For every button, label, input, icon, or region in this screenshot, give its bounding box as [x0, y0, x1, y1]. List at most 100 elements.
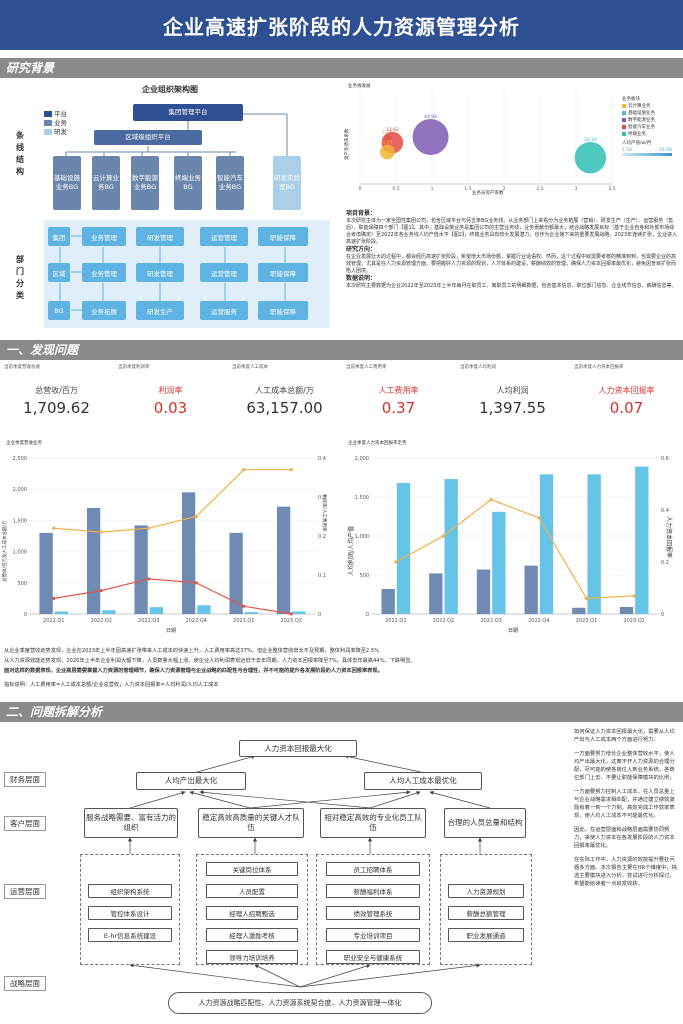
ops-leadership: 领导力培训培养: [206, 950, 298, 964]
kpi-title: 当前季度利润率: [118, 365, 150, 370]
kpi-value: 0.37: [381, 399, 416, 417]
roi-y2-tick: 0: [661, 612, 664, 618]
revenue-line-1: [53, 578, 292, 615]
dept-g-business: 业务管理: [82, 227, 126, 246]
roi-chart-panel: 企业季度人力资本回报率走势 0 500 1,000 1,500 2,000 0 0.2 0.4…: [342, 436, 683, 636]
roi-y2-tick: 0.6: [661, 456, 669, 462]
ops-manager-recruit: 经理人招聘甄选: [206, 906, 298, 920]
customer-org: 服务战略需要、富有活力的组织: [84, 808, 178, 838]
dept-level-group: 集团: [48, 227, 70, 246]
bubble-x-tick: 2: [503, 186, 506, 192]
kpi-label: 人均利润: [496, 386, 529, 395]
customer-headcount: 合理的人员总量和结构: [444, 808, 526, 838]
bubble-x-tick: 1.5: [464, 186, 471, 192]
ops-salary-total: 薪酬总额管理: [448, 906, 524, 920]
bubble-point-label: 33.14: [584, 137, 597, 143]
bubble-x-tick: 0.5: [392, 186, 399, 192]
research-dir-text: 在企业发展壮大的过程中，都会经历高速扩张阶段，希望增大市场份额，掌握行业话语权。…: [346, 254, 677, 274]
dept-level-bg: BG: [48, 301, 70, 320]
revenue-line-point: [194, 514, 198, 519]
layer-finance: 财务层面: [4, 772, 46, 787]
findings-formula: 指标说明：人工费用率=人工成本总额/企业总营收；人力资本回报率=人均利润/人均人…: [4, 682, 219, 688]
kpi-title: 当前季度营收总收: [4, 365, 40, 370]
dept-r-business: 业务管理: [82, 263, 126, 282]
roi-line-point: [394, 560, 398, 564]
bubble-x-tick: 2.5: [536, 186, 543, 192]
goal-hc-roi: 人力资本回报最大化: [239, 740, 357, 757]
dept-g-ops: 运营管理: [200, 227, 248, 246]
revenue-bar-0-0: [39, 532, 53, 614]
page-title: 企业高速扩张阶段的人力资源管理分析: [163, 14, 520, 39]
bubble-legend-4: 终端业务: [628, 132, 646, 137]
layer-operation: 运营层面: [4, 884, 46, 899]
kpi-value: 1,397.55: [479, 399, 546, 417]
finance-output: 人均产出最大化: [136, 772, 246, 790]
ops-hr-planning: 人力资源规划: [448, 884, 524, 898]
kpi-label: 总营收/百万: [35, 386, 78, 395]
roi-bar-1-3: [539, 474, 554, 614]
kpi-card-labor-cost: 当前季度人工成本 人工成本总额/万 63,157.00: [228, 359, 341, 429]
revenue-line-point: [99, 589, 103, 593]
roi-y-tick: 2,000: [355, 456, 369, 462]
dept-level-region: 区域: [48, 263, 70, 282]
findings-line-1: 从企业季度营收走势发现，企业在2023年上半年因高速扩张带来人工成本的快速上升，…: [4, 648, 380, 654]
research-bg-title: 项目背景：: [346, 210, 377, 217]
revenue-y-tick: 1,500: [13, 518, 27, 524]
bubble-chart-panel: 业务线发展 0 0.5 1 1.5 2 2.5 3 3.5 1.16 44.98 13.62 5.09…: [342, 80, 680, 205]
revenue-line-point: [289, 612, 293, 616]
kpi-card-profit: 当前季度利润率 利润率 0.03: [114, 359, 227, 429]
revenue-bar-1-0: [54, 611, 69, 614]
revenue-line-0: [53, 469, 292, 533]
revenue-bar-0-4: [229, 532, 243, 614]
revenue-y-tick: 0: [24, 612, 27, 618]
roi-ylabel: 人均利润/人均产值: [348, 525, 355, 576]
ops-staffing: 人员配置: [206, 884, 298, 898]
bubble-legend-swatch-1: [622, 110, 626, 115]
side-text-5: 在实际工作中，人力资源的效能提升要社问题多方面、本次报告主要在HR个维度中，挑选…: [574, 857, 678, 887]
bubble-point-4: [574, 141, 607, 174]
org-bu-terminal: 终端业务BG: [174, 156, 202, 210]
kpi-card-hc-roi: 当前季度人力资本回报率 人力资本回报率 0.07: [570, 359, 683, 429]
roi-bar-1-4: [587, 474, 601, 614]
kpi-label: 利润率: [158, 386, 183, 395]
roi-bar-1-2: [492, 511, 506, 614]
ops-group-1: [80, 854, 180, 965]
revenue-bar-0-2: [134, 525, 148, 614]
roi-y-tick: 500: [359, 573, 369, 579]
bubble-point-3: [379, 144, 395, 160]
ops-training: 专业培训项目: [326, 928, 420, 942]
bubble-legend: 业务板块 云计算业务 基础设施业务 数字能源业务 智能汽车业务 终端业务 人均产…: [622, 96, 672, 157]
roi-line-0: [395, 498, 635, 600]
revenue-xlabel: 日期: [166, 628, 177, 634]
research-dir-title: 研究方向：: [346, 246, 377, 253]
dept-b-support: 职能保障: [258, 301, 308, 320]
legend-platform: 平台: [54, 110, 67, 118]
roi-bar-0-3: [524, 565, 538, 614]
ops-group-2: [196, 854, 308, 965]
layer-strategy: 战略层面: [4, 976, 46, 991]
ops-career-path: 职业发展通道: [448, 928, 524, 942]
bubble-x-tick: 0: [359, 186, 362, 192]
revenue-line-point: [242, 604, 246, 608]
revenue-chart-title: 企业季度营收业务: [6, 441, 42, 446]
bubble-chart-svg: 0 0.5 1 1.5 2 2.5 3 3.5 1.16 44.98 13.62 5.09 33.14: [359, 90, 616, 192]
revenue-bar-1-3: [197, 605, 211, 614]
bubble-legend-3: 智能汽车业务: [628, 125, 655, 130]
bubble-legend-swatch-2: [622, 117, 626, 122]
roi-y2label: 人力资本回报率: [665, 516, 672, 559]
bubble-ylabel: 资产负债率系数: [345, 128, 350, 161]
kpi-label: 人工费用率: [378, 386, 419, 395]
kpi-value: 0.07: [609, 399, 644, 417]
ops-group-3: [316, 854, 430, 965]
roi-bar-1-1: [444, 479, 458, 614]
strategy-map: 财务层面 客户层面 运营层面 战略层面 人力资本回报最大化 人均产出最大化 人均…: [0, 724, 570, 1024]
side-label-department: 部门分类: [16, 255, 24, 300]
bubble-legend-1: 基础设施业务: [628, 111, 655, 116]
revenue-line-point: [194, 581, 198, 585]
roi-x-tick: 2023.Q1: [576, 618, 597, 624]
bubble-chart-title: 业务线发展: [348, 84, 371, 89]
bubble-legend-2: 数字能源业务: [628, 118, 655, 123]
roi-chart-svg: 0 500 1,000 1,500 2,000 0 0.2 0.4 0.6 2022.Q1 2022…: [355, 456, 669, 624]
legend-platform-swatch: [44, 111, 52, 117]
revenue-x-tick: 2023.Q1: [233, 618, 254, 624]
